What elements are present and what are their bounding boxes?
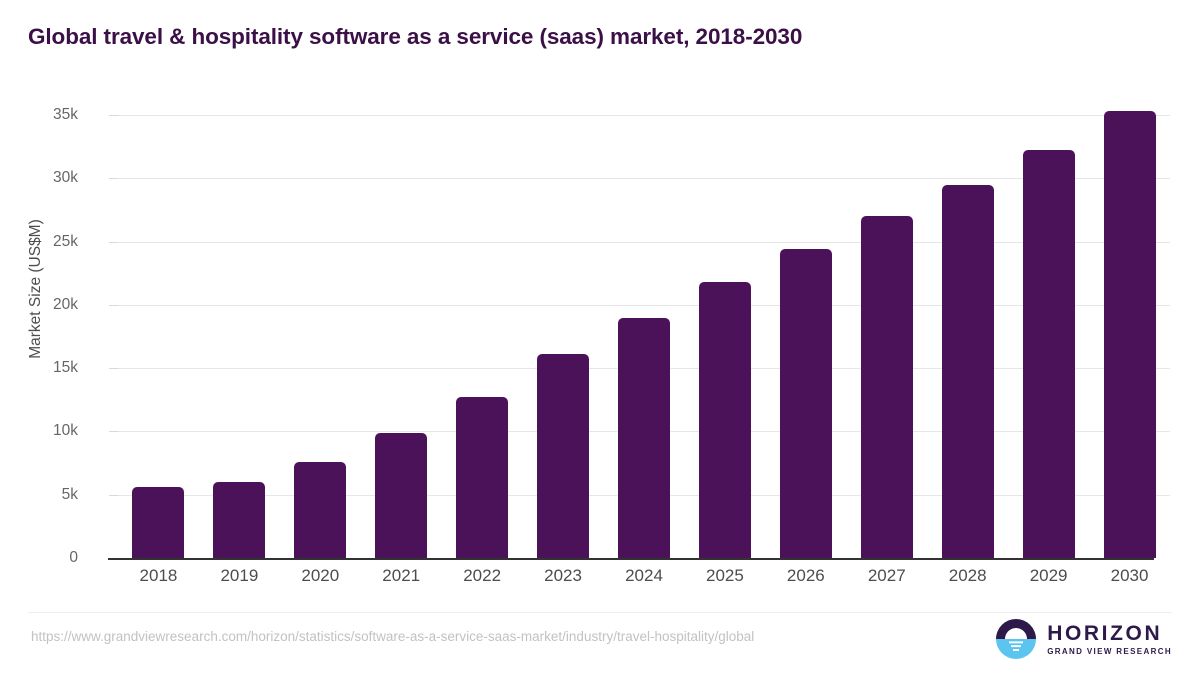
bar-2021[interactable] [375, 432, 428, 558]
x-axis-tick-label: 2020 [301, 566, 340, 585]
x-axis-tick-label: 2018 [139, 566, 178, 585]
x-axis-tick-label: 2030 [1110, 566, 1149, 585]
y-axis-tick-label: 25k [53, 232, 78, 250]
gridline [118, 304, 1170, 306]
x-axis-tick-label: 2022 [463, 566, 502, 585]
x-axis-tick-label: 2023 [544, 566, 582, 585]
y-axis-tick-mark [109, 241, 118, 243]
x-axis-tick-label: 2021 [382, 566, 421, 585]
y-axis-tick-label: 30k [53, 169, 78, 187]
bar-2025[interactable] [698, 282, 751, 558]
source-url-link[interactable]: https://www.grandviewresearch.com/horizo… [31, 629, 755, 644]
bar-2020[interactable] [294, 461, 347, 558]
y-axis-tick-mark [109, 431, 118, 433]
y-axis-tick-label: 20k [53, 295, 78, 313]
x-axis-tick-label: 2029 [1029, 566, 1068, 585]
x-axis-tick-label: 2028 [948, 566, 987, 585]
y-axis-tick-label: 5k [61, 485, 78, 503]
bar-2024[interactable] [618, 317, 670, 558]
y-axis-tick-mark [109, 368, 118, 370]
x-axis-tick-label: 2019 [220, 566, 259, 585]
horizon-logo-icon [996, 619, 1037, 659]
plot-area: 0 5k 10k 15k 20k 25k 30k 35k 2018 2019 2020 2021 20… [53, 96, 1170, 585]
y-axis-tick-mark [109, 494, 118, 496]
x-axis-line [108, 558, 1154, 560]
bar-2029[interactable] [1022, 150, 1075, 558]
y-axis-tick-label: 35k [53, 105, 78, 123]
footer-divider [28, 612, 1172, 613]
bar-2027[interactable] [860, 216, 913, 558]
logo-subtitle: GRAND VIEW RESEARCH [1047, 646, 1172, 656]
bar-2019[interactable] [213, 482, 266, 558]
y-axis-tick-mark [109, 178, 118, 180]
gridline [118, 178, 1170, 180]
y-axis-tick-mark [109, 304, 118, 306]
bar-2028[interactable] [941, 184, 994, 558]
y-axis-tick-label: 15k [53, 359, 78, 377]
x-axis-tick-label: 2027 [867, 566, 906, 585]
bar-2022[interactable] [456, 396, 509, 558]
logo-wordmark: HORIZON [1047, 621, 1163, 645]
x-axis-tick-label: 2026 [786, 566, 825, 585]
gridline [118, 114, 1170, 116]
page-title: Global travel & hospitality software as … [28, 24, 803, 49]
bar-2030[interactable] [1103, 111, 1156, 558]
logo-text: HORIZON GRAND VIEW RESEARCH [1047, 623, 1172, 656]
x-axis-tick-label: 2025 [706, 566, 744, 585]
bar-2018[interactable] [132, 487, 185, 558]
y-axis-tick-label: 10k [53, 422, 78, 440]
horizon-logo[interactable]: HORIZON GRAND VIEW RESEARCH [996, 618, 1172, 660]
x-axis-tick-label: 2024 [625, 566, 663, 585]
bar-2026[interactable] [779, 249, 832, 558]
gridline [118, 241, 1170, 243]
y-axis-tick-label: 0 [69, 549, 78, 566]
y-axis-tick-mark [109, 114, 118, 116]
bar-2023[interactable] [537, 354, 590, 558]
